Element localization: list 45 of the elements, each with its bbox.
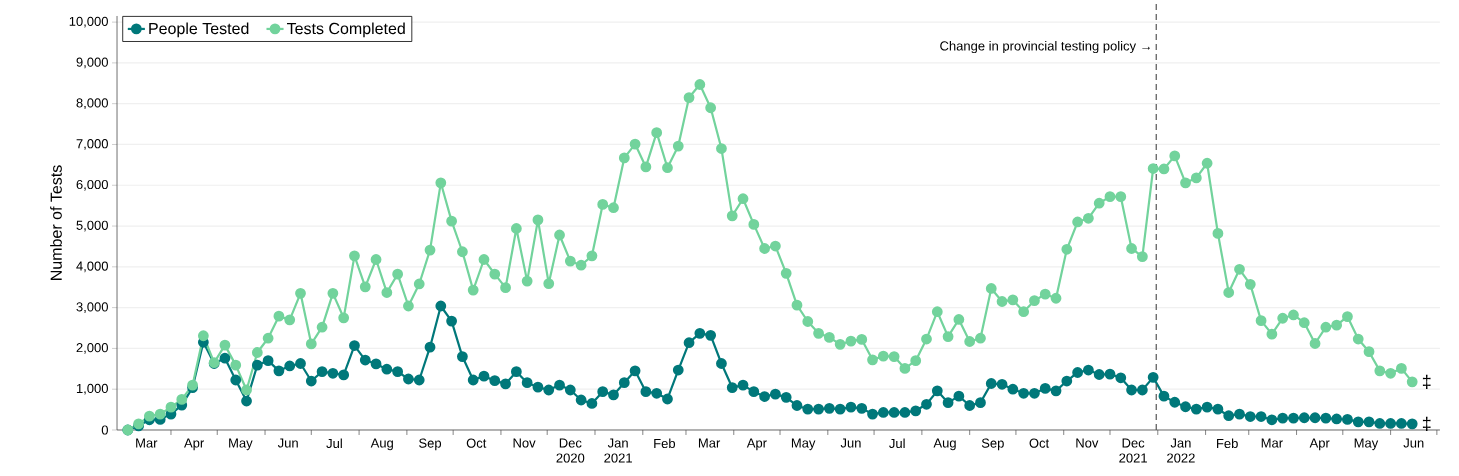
x-tick-label: Jan 2021 <box>604 438 632 463</box>
x-tick-label: Jun <box>1403 438 1424 448</box>
legend-label: Tests Completed <box>287 22 405 38</box>
x-tick-label: Feb <box>654 438 676 449</box>
x-tick-label: Mar <box>698 438 721 448</box>
x-tick-label: Jul <box>326 438 342 449</box>
ref-line-label: Change in provincial testing policy → <box>940 40 1151 54</box>
x-tick-label: Mar <box>1261 438 1283 448</box>
x-tick-label: Jun <box>277 438 298 448</box>
y-tick-label: 2,000 <box>76 343 108 354</box>
annotation: ‡ <box>1422 416 1431 432</box>
y-tick-label: 8,000 <box>76 98 108 110</box>
x-tick-label: Aug <box>370 438 393 451</box>
x-tick-label: Sep <box>981 438 1004 451</box>
x-tick-label: Nov <box>1076 438 1099 448</box>
x-tick-label: Jan 2022 <box>1167 438 1195 463</box>
y-tick-label: 4,000 <box>76 261 108 273</box>
y-tick-label: 3,000 <box>76 302 108 313</box>
x-tick-label: May <box>1354 438 1379 451</box>
x-tick-label: Nov <box>513 438 536 448</box>
x-tick-label: Feb <box>1217 438 1238 449</box>
y-tick-label: 7,000 <box>76 139 108 150</box>
x-tick-label: Jul <box>889 438 905 449</box>
x-tick-label: Apr <box>184 438 204 451</box>
x-tick-label: May <box>229 438 253 451</box>
x-tick-label: May <box>791 438 816 451</box>
x-tick-label: Apr <box>746 438 767 451</box>
y-tick-label: 10,000 <box>69 16 108 28</box>
x-tick-label: Sep <box>419 438 442 451</box>
y-axis-title: Number of Tests <box>50 165 62 280</box>
x-tick-label: Dec 2021 <box>1119 438 1147 463</box>
x-tick-label: Oct <box>466 438 487 448</box>
y-tick-label: 9,000 <box>76 57 108 69</box>
x-tick-label: Jun <box>840 438 861 448</box>
annotation: ‡ <box>1422 374 1431 389</box>
y-tick-label: 0 <box>101 425 108 435</box>
y-tick-label: 1,000 <box>76 383 108 395</box>
y-tick-label: 6,000 <box>76 179 108 191</box>
x-tick-label: Oct <box>1029 438 1050 448</box>
y-tick-label: 5,000 <box>76 220 108 232</box>
x-tick-label: Aug <box>933 438 956 451</box>
legend-label: People Tested <box>149 22 249 38</box>
x-tick-label: Apr <box>1309 438 1330 451</box>
x-tick-label: Mar <box>136 438 158 448</box>
x-tick-label: Dec 2020 <box>556 438 585 463</box>
